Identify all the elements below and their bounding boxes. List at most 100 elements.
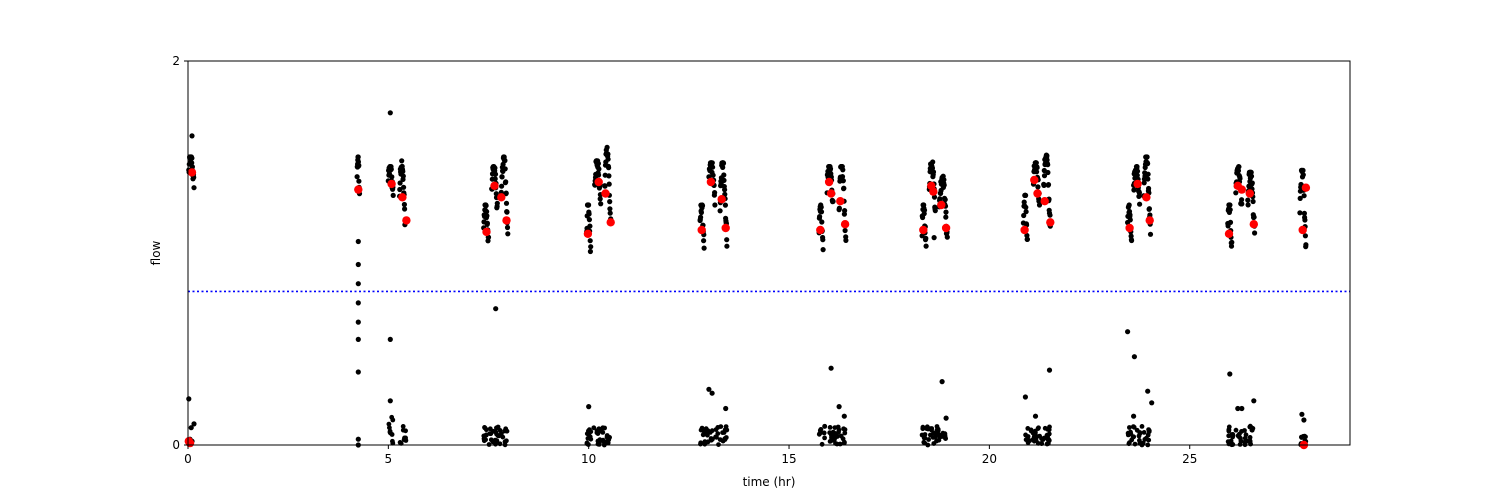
- raw-point: [492, 176, 498, 182]
- raw-point: [1033, 430, 1038, 435]
- raw-point: [1146, 185, 1152, 192]
- mean-point: [1142, 193, 1151, 202]
- raw-point: [841, 413, 847, 419]
- raw-point: [1034, 165, 1040, 171]
- raw-point: [1301, 210, 1307, 216]
- raw-point: [1137, 430, 1143, 435]
- mean-point: [1237, 185, 1247, 194]
- raw-point: [597, 196, 603, 202]
- mean-point: [836, 197, 845, 206]
- raw-point: [591, 425, 597, 431]
- y-tick-label: 0: [172, 438, 180, 452]
- raw-point: [1235, 405, 1241, 412]
- raw-point: [502, 166, 508, 172]
- raw-point: [1033, 160, 1039, 166]
- raw-point: [355, 261, 361, 268]
- raw-point: [829, 438, 835, 443]
- raw-point: [699, 425, 705, 431]
- raw-point: [186, 396, 192, 402]
- mean-point: [482, 227, 491, 237]
- raw-point: [499, 174, 505, 180]
- x-tick-label: 15: [781, 452, 796, 466]
- raw-point: [721, 177, 727, 183]
- mean-point: [717, 195, 726, 204]
- raw-point: [1023, 209, 1029, 215]
- raw-point: [1141, 180, 1147, 186]
- raw-point: [596, 172, 602, 178]
- raw-point: [390, 192, 396, 198]
- raw-point: [835, 424, 841, 430]
- raw-point: [401, 184, 407, 190]
- raw-points-layer: [186, 110, 1309, 448]
- raw-point: [941, 182, 947, 188]
- raw-point: [595, 441, 601, 447]
- raw-point: [355, 336, 361, 342]
- raw-point: [586, 202, 592, 208]
- raw-point: [921, 207, 928, 213]
- raw-point: [605, 151, 611, 157]
- raw-point: [1237, 175, 1243, 182]
- raw-point: [189, 164, 195, 170]
- mean-point: [1030, 175, 1039, 185]
- raw-point: [714, 434, 719, 440]
- raw-point: [701, 238, 707, 244]
- raw-point: [841, 440, 847, 446]
- raw-point: [712, 202, 718, 208]
- raw-point: [355, 319, 361, 325]
- raw-point: [936, 437, 942, 443]
- raw-point: [1239, 197, 1245, 203]
- raw-point: [1297, 195, 1303, 201]
- raw-point: [1227, 371, 1233, 377]
- raw-point: [1025, 426, 1031, 431]
- raw-point: [840, 178, 846, 184]
- raw-point: [492, 165, 498, 171]
- raw-point: [1226, 433, 1232, 439]
- raw-point: [387, 398, 393, 404]
- raw-point: [930, 169, 937, 175]
- raw-point: [842, 208, 848, 214]
- mean-point: [840, 220, 850, 229]
- mean-point: [490, 181, 499, 190]
- mean-point: [502, 216, 511, 225]
- raw-point: [710, 164, 716, 170]
- raw-point: [1022, 394, 1028, 400]
- x-tick-label: 10: [581, 452, 596, 466]
- raw-point: [1302, 217, 1308, 223]
- raw-point: [1227, 202, 1233, 208]
- raw-point: [390, 438, 395, 444]
- raw-point: [1235, 168, 1241, 174]
- raw-point: [191, 421, 197, 427]
- raw-point: [1032, 413, 1039, 419]
- mean-point: [583, 229, 593, 238]
- raw-point: [1045, 162, 1051, 168]
- raw-point: [493, 306, 499, 312]
- raw-point: [189, 160, 195, 166]
- raw-point: [1134, 164, 1140, 170]
- raw-point: [1248, 169, 1254, 175]
- raw-point: [355, 238, 361, 245]
- raw-point: [387, 428, 393, 434]
- mean-point: [697, 225, 706, 235]
- raw-point: [606, 173, 612, 179]
- raw-point: [1041, 173, 1048, 179]
- raw-point: [1136, 190, 1142, 196]
- mean-point: [1133, 179, 1142, 189]
- raw-point: [1131, 434, 1137, 440]
- raw-point: [503, 179, 509, 185]
- raw-point: [600, 430, 606, 435]
- raw-point: [400, 424, 406, 429]
- raw-point: [820, 247, 826, 253]
- raw-point: [723, 405, 729, 412]
- raw-point: [600, 425, 606, 431]
- raw-point: [930, 435, 936, 440]
- raw-point: [715, 431, 721, 436]
- raw-point: [1146, 429, 1152, 435]
- mean-point: [1249, 220, 1259, 229]
- mean-point: [185, 438, 195, 448]
- raw-point: [710, 172, 716, 178]
- raw-point: [1245, 202, 1251, 208]
- raw-point: [1248, 173, 1255, 179]
- raw-point: [191, 185, 197, 191]
- raw-point: [712, 190, 718, 196]
- raw-point: [931, 235, 937, 241]
